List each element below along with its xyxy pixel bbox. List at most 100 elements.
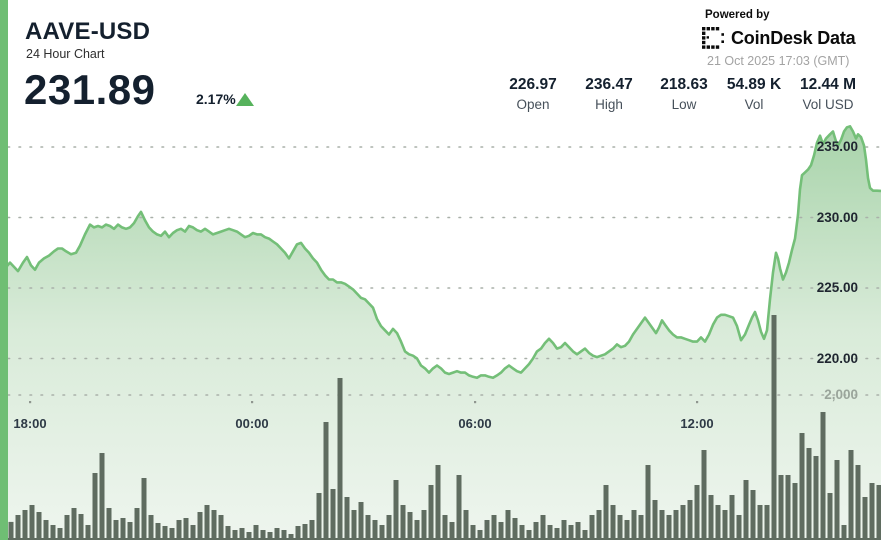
volume-bar bbox=[743, 480, 749, 540]
volume-bar bbox=[680, 505, 686, 540]
brand-attribution[interactable]: CoinDesk Data bbox=[702, 27, 856, 50]
volume-bar bbox=[43, 520, 49, 540]
volume-bar bbox=[106, 508, 112, 540]
volume-bar bbox=[750, 490, 756, 540]
volume-bar bbox=[547, 525, 553, 540]
volume-bar bbox=[652, 500, 658, 540]
volume-bar bbox=[421, 510, 427, 540]
volume-bar bbox=[295, 526, 301, 540]
volume-bar bbox=[582, 530, 588, 540]
volume-bar bbox=[568, 525, 574, 540]
volume-bar bbox=[834, 460, 840, 540]
volume-bar bbox=[379, 525, 385, 540]
volume-bar bbox=[309, 520, 315, 540]
volume-bar bbox=[36, 512, 42, 540]
volume-bar bbox=[785, 475, 791, 540]
volume-bar bbox=[386, 515, 392, 540]
volume-bar bbox=[316, 493, 322, 540]
current-price: 231.89 bbox=[24, 66, 156, 113]
volume-bar bbox=[827, 493, 833, 540]
volume-bar bbox=[176, 520, 182, 540]
volume-bar bbox=[344, 497, 350, 540]
volume-bar bbox=[694, 485, 700, 540]
volume-bar bbox=[470, 525, 476, 540]
volume-bar bbox=[666, 515, 672, 540]
volume-bar bbox=[820, 412, 826, 540]
price-line bbox=[0, 125, 881, 380]
volume-bar bbox=[232, 530, 238, 540]
x-axis-label: 18:00 bbox=[13, 416, 47, 431]
volume-bar bbox=[400, 505, 406, 540]
volume-bar bbox=[155, 523, 161, 540]
volume-bar bbox=[736, 515, 742, 540]
volume-bar bbox=[92, 473, 98, 540]
volume-bar bbox=[127, 522, 133, 540]
y-axis-label: 225.00 bbox=[816, 280, 858, 295]
stat-label: Vol bbox=[744, 97, 764, 112]
volume-bar bbox=[281, 530, 287, 540]
volume-bar bbox=[85, 525, 91, 540]
volume-bar bbox=[113, 520, 119, 540]
chart-subtitle: 24 Hour Chart bbox=[26, 47, 105, 61]
volume-bar bbox=[120, 518, 126, 540]
stat-vol-usd: 12.44 M Vol USD bbox=[780, 76, 876, 112]
volume-bar bbox=[540, 515, 546, 540]
up-arrow-icon bbox=[236, 93, 254, 106]
volume-bar bbox=[190, 525, 196, 540]
volume-bar bbox=[778, 475, 784, 540]
volume-bar bbox=[323, 422, 329, 540]
volume-bar bbox=[673, 510, 679, 540]
volume-bar bbox=[372, 520, 378, 540]
volume-bar bbox=[848, 450, 854, 540]
powered-by-label: Powered by bbox=[705, 9, 770, 21]
volume-bar bbox=[519, 525, 525, 540]
stat-open: 226.97 Open bbox=[485, 76, 581, 112]
volume-bar bbox=[806, 448, 812, 540]
left-accent-strip bbox=[0, 0, 8, 540]
volume-bar bbox=[771, 315, 777, 540]
volume-bar bbox=[78, 514, 84, 540]
stat-value: 236.47 bbox=[585, 76, 633, 93]
volume-bar bbox=[659, 510, 665, 540]
stat-label: Vol USD bbox=[802, 97, 854, 112]
volume-bar bbox=[813, 456, 819, 540]
volume-bar bbox=[449, 522, 455, 540]
stat-value: 218.63 bbox=[660, 76, 708, 93]
volume-bar bbox=[71, 508, 77, 540]
x-tick-dot bbox=[474, 401, 477, 404]
volume-bar bbox=[575, 522, 581, 540]
volume-bar bbox=[99, 453, 105, 540]
stat-high: 236.47 High bbox=[561, 76, 657, 112]
brand-name: CoinDesk Data bbox=[731, 28, 856, 48]
volume-bar bbox=[197, 512, 203, 540]
volume-bar bbox=[456, 475, 462, 540]
stat-low: 218.63 Low bbox=[636, 76, 732, 112]
volume-bar bbox=[624, 520, 630, 540]
volume-bar bbox=[484, 520, 490, 540]
volume-bar bbox=[617, 515, 623, 540]
volume-bar bbox=[498, 522, 504, 540]
x-tick-dot bbox=[29, 401, 32, 404]
page-title: AAVE-USD bbox=[25, 18, 151, 45]
volume-bar bbox=[162, 526, 168, 540]
volume-bar bbox=[722, 510, 728, 540]
volume-bar bbox=[225, 526, 231, 540]
volume-bar bbox=[729, 495, 735, 540]
volume-bar bbox=[274, 528, 280, 540]
volume-bar bbox=[288, 534, 294, 540]
y-axis-label: 235.00 bbox=[816, 139, 858, 154]
stat-label: Low bbox=[671, 97, 697, 112]
volume-bar bbox=[134, 508, 140, 540]
volume-bar bbox=[603, 485, 609, 540]
volume-bar bbox=[715, 505, 721, 540]
volume-bar bbox=[414, 520, 420, 540]
volume-bar bbox=[862, 497, 868, 540]
price-area bbox=[0, 126, 881, 540]
volume-bar bbox=[708, 495, 714, 540]
volume-bar bbox=[218, 515, 224, 540]
volume-bar bbox=[610, 505, 616, 540]
volume-bar bbox=[687, 500, 693, 540]
volume-bar bbox=[141, 478, 147, 540]
volume-bar bbox=[169, 528, 175, 540]
